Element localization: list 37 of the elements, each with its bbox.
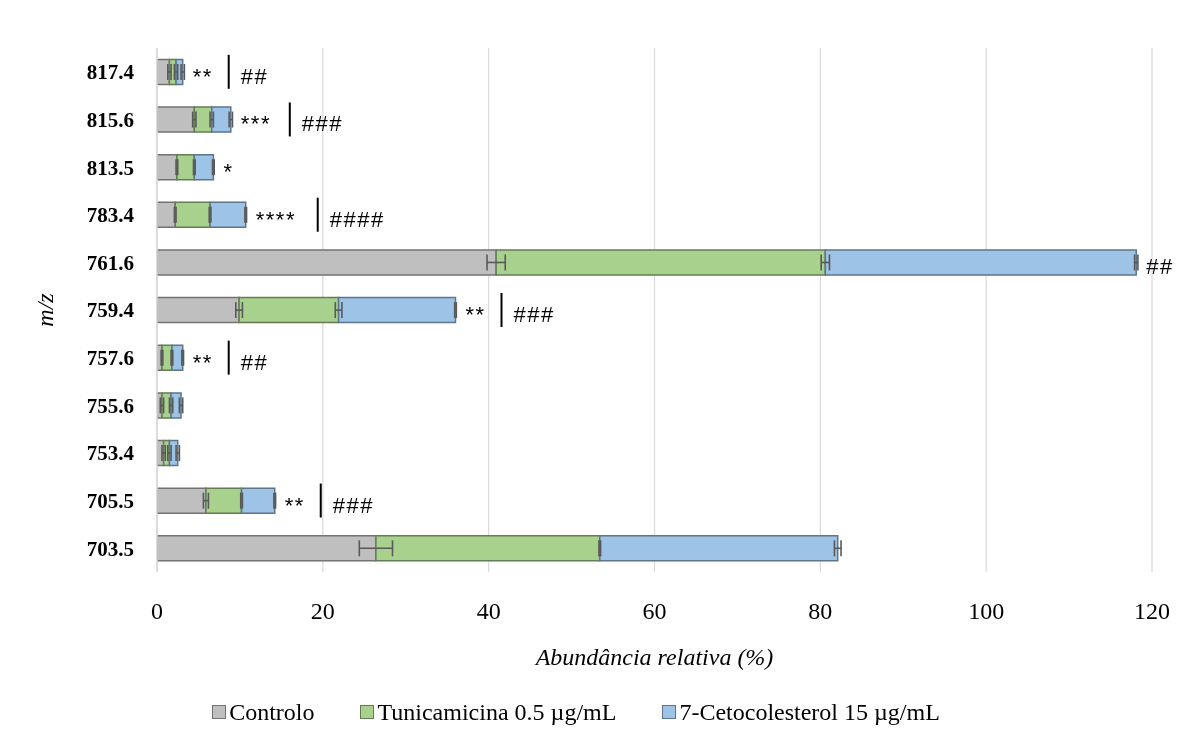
x-tick-label: 80 [808, 598, 833, 625]
annotation: ** [284, 492, 305, 518]
y-tick-label: 705.5 [86, 489, 134, 513]
legend-label: 7-Cetocolesterol 15 µg/mL [679, 698, 940, 726]
annotation: ** [465, 302, 486, 327]
annotation: *** [240, 111, 271, 137]
y-axis-title: m/z [32, 292, 58, 327]
x-tick-label: 60 [642, 598, 667, 625]
x-axis-title: Abundância relativa (%) [533, 644, 774, 670]
annotation: ## [1146, 254, 1174, 280]
legend-label: Tunicamicina 0.5 µg/mL [377, 698, 617, 726]
annotation: ** [192, 349, 213, 375]
y-tick-label: 817.4 [86, 60, 135, 85]
y-tick-label: 761.6 [86, 250, 134, 275]
annotation: * [223, 159, 234, 185]
annotation: ** [192, 63, 213, 89]
y-tick-label: 813.5 [86, 155, 134, 180]
annotation: ## [240, 349, 269, 375]
x-tick-label: 120 [1134, 598, 1170, 625]
y-tick-label: 755.6 [86, 393, 134, 418]
y-tick-label: 703.5 [86, 536, 134, 561]
y-tick-label: 759.4 [86, 298, 135, 323]
annotation: **** [255, 206, 296, 232]
x-tick-label: 40 [476, 598, 501, 625]
annotation: ### [513, 302, 555, 327]
x-tick-label: 20 [310, 598, 335, 625]
x-tick-label: 0 [151, 598, 163, 625]
y-tick-label: 815.6 [86, 107, 134, 132]
y-tick-label: 753.4 [86, 441, 135, 466]
annotation: ### [332, 492, 374, 518]
x-tick-label: 100 [968, 598, 1005, 625]
annotation: #### [329, 206, 385, 232]
y-tick-label: 783.4 [86, 203, 135, 228]
annotation: ## [240, 63, 269, 89]
annotation: ### [301, 111, 344, 137]
y-tick-label: 757.6 [86, 346, 134, 371]
legend-label: Controlo [229, 698, 315, 726]
